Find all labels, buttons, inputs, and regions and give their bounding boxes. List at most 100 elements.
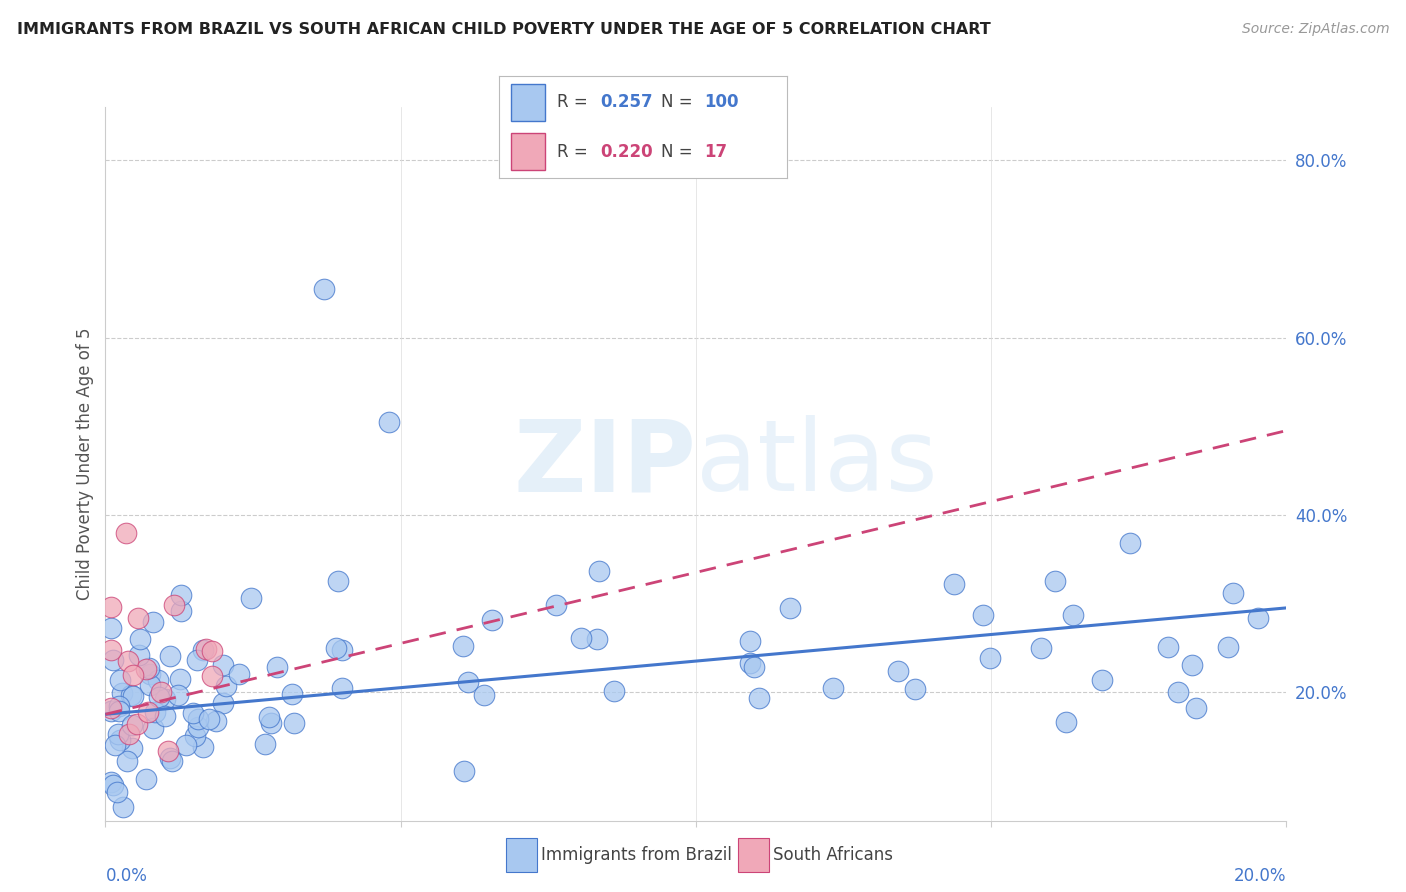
Point: [142, 721, 165, 735]
Point: [312, 282, 335, 296]
Text: N =: N =: [661, 94, 697, 112]
Text: Immigrants from Brazil: Immigrants from Brazil: [541, 847, 733, 864]
Point: [266, 659, 288, 673]
Point: [260, 715, 283, 730]
Point: [1043, 574, 1066, 589]
Point: [325, 641, 347, 656]
Point: [107, 727, 129, 741]
Point: [823, 681, 845, 695]
Point: [148, 673, 170, 687]
Point: [1063, 608, 1085, 623]
Point: [170, 587, 193, 601]
Point: [128, 632, 150, 647]
Point: [228, 667, 250, 681]
Point: [142, 615, 165, 630]
Point: [104, 738, 127, 752]
Point: [972, 608, 994, 623]
Point: [153, 709, 176, 723]
Point: [121, 741, 143, 756]
Point: [257, 710, 280, 724]
Point: [330, 642, 353, 657]
Point: [201, 669, 224, 683]
Point: [100, 621, 122, 635]
Text: 20.0%: 20.0%: [1234, 867, 1286, 885]
Point: [603, 684, 626, 698]
Point: [191, 740, 214, 755]
Text: 0.257: 0.257: [600, 94, 652, 112]
Point: [779, 601, 801, 615]
Point: [167, 688, 190, 702]
Text: 0.220: 0.220: [600, 143, 652, 161]
Point: [569, 631, 592, 645]
Point: [1218, 640, 1240, 655]
Point: [100, 600, 122, 615]
Point: [135, 772, 157, 786]
Point: [163, 598, 186, 612]
Point: [149, 685, 172, 699]
Point: [153, 692, 176, 706]
Bar: [510, 84, 546, 121]
Point: [283, 716, 305, 731]
Point: [1222, 586, 1244, 600]
Point: [904, 681, 927, 696]
Point: [127, 716, 149, 731]
Text: IMMIGRANTS FROM BRAZIL VS SOUTH AFRICAN CHILD POVERTY UNDER THE AGE OF 5 CORRELA: IMMIGRANTS FROM BRAZIL VS SOUTH AFRICAN …: [17, 22, 991, 37]
Point: [105, 785, 128, 799]
Text: atlas: atlas: [696, 416, 938, 512]
Point: [169, 672, 191, 686]
Point: [115, 754, 138, 768]
Point: [187, 720, 209, 734]
Point: [886, 664, 908, 678]
Point: [205, 714, 228, 729]
Point: [120, 688, 142, 702]
Point: [127, 611, 149, 625]
Text: R =: R =: [557, 94, 593, 112]
Point: [100, 705, 122, 719]
Point: [115, 525, 138, 540]
Point: [139, 678, 162, 692]
Point: [457, 675, 479, 690]
Point: [159, 750, 181, 764]
Point: [156, 744, 179, 758]
Point: [481, 613, 503, 627]
Point: [330, 681, 353, 695]
Point: [240, 591, 263, 605]
Point: [453, 764, 475, 778]
Point: [943, 576, 966, 591]
Point: [979, 650, 1001, 665]
Point: [546, 598, 568, 612]
Point: [187, 712, 209, 726]
Point: [1029, 640, 1052, 655]
Point: [169, 604, 191, 618]
Point: [143, 705, 166, 719]
Point: [1054, 715, 1077, 730]
Point: [122, 668, 145, 682]
Point: [748, 691, 770, 706]
Point: [103, 653, 125, 667]
Point: [212, 657, 235, 672]
Point: [194, 641, 217, 656]
Point: [107, 699, 129, 714]
Point: [215, 680, 238, 694]
Point: [148, 690, 170, 704]
Point: [100, 642, 122, 657]
Point: [108, 704, 131, 718]
Point: [588, 564, 610, 578]
Point: [326, 574, 349, 589]
Point: [281, 687, 304, 701]
Point: [136, 705, 159, 719]
Point: [184, 729, 207, 743]
Point: [181, 706, 204, 720]
Point: [108, 732, 131, 747]
Point: [135, 662, 157, 676]
Point: [122, 689, 145, 703]
Point: [378, 415, 401, 429]
Text: ZIP: ZIP: [513, 416, 696, 512]
Point: [101, 778, 124, 792]
Y-axis label: Child Poverty Under the Age of 5: Child Poverty Under the Age of 5: [76, 327, 94, 600]
Point: [138, 661, 160, 675]
Point: [160, 754, 183, 768]
Point: [472, 688, 495, 702]
Text: 100: 100: [704, 94, 738, 112]
Point: [1118, 535, 1140, 549]
